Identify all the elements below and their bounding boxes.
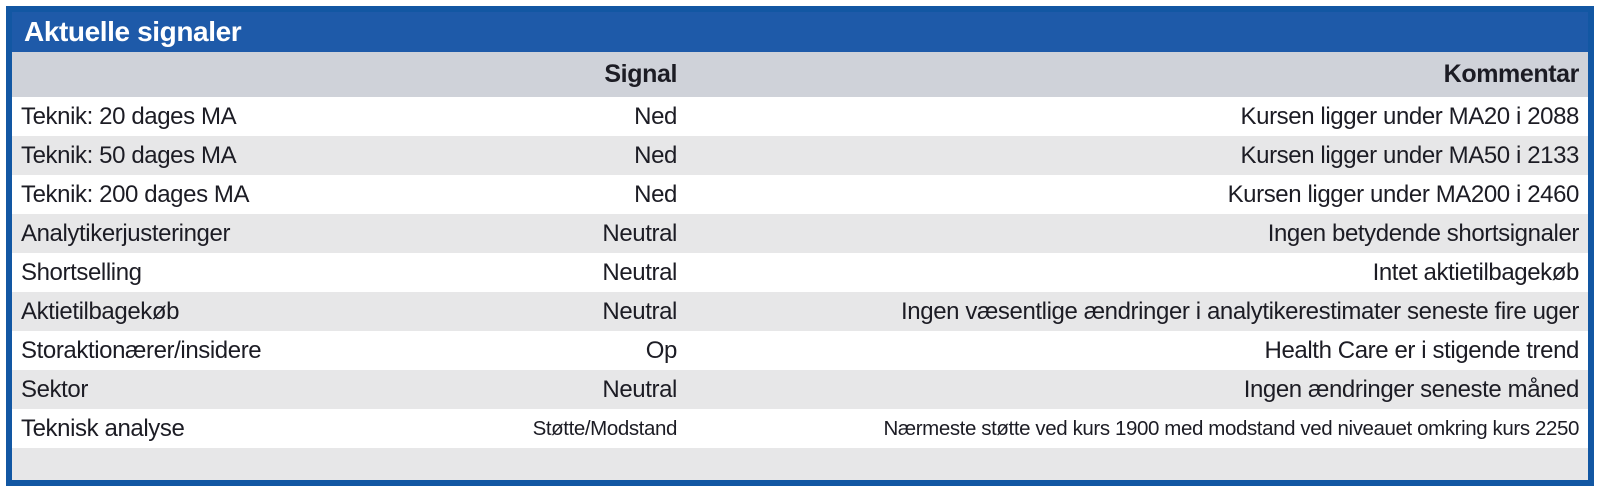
row-label: Teknik: 50 dages MA <box>21 141 237 169</box>
table-header-row: Signal Kommentar <box>12 52 1588 97</box>
row-comment: Ingen ændringer seneste måned <box>1243 375 1580 403</box>
row-signal: Støtte/Modstand <box>532 416 678 440</box>
row-signal: Neutral <box>602 297 677 325</box>
row-signal: Neutral <box>602 219 677 247</box>
header-signal-column: Signal <box>604 60 677 88</box>
row-label: Teknik: 20 dages MA <box>21 102 237 130</box>
table-row: Teknisk analyse Støtte/Modstand Nærmeste… <box>12 409 1588 448</box>
row-comment: Kursen ligger under MA20 i 2088 <box>1240 102 1580 130</box>
panel-title-bar: Aktuelle signaler <box>12 12 1588 52</box>
row-comment: Intet aktietilbagekøb <box>1372 258 1580 286</box>
row-signal: Neutral <box>602 258 677 286</box>
header-comment-column: Kommentar <box>1443 60 1580 88</box>
table-row: Teknik: 20 dages MA Ned Kursen ligger un… <box>12 97 1588 136</box>
table-footer-spacer <box>12 448 1588 480</box>
row-label: Storaktionærer/insidere <box>21 336 262 364</box>
panel-title: Aktuelle signaler <box>24 16 242 47</box>
row-label: Shortselling <box>21 258 142 286</box>
row-comment: Health Care er i stigende trend <box>1264 336 1580 364</box>
row-label: Teknisk analyse <box>21 414 185 442</box>
signals-panel: Aktuelle signaler Signal Kommentar Tekni… <box>6 6 1594 486</box>
row-signal: Neutral <box>602 375 677 403</box>
row-comment: Ingen betydende shortsignaler <box>1267 219 1580 247</box>
table-row: Analytikerjusteringer Neutral Ingen bety… <box>12 214 1588 253</box>
table-row: Teknik: 50 dages MA Ned Kursen ligger un… <box>12 136 1588 175</box>
row-comment: Ingen væsentlige ændringer i analytikere… <box>901 297 1579 325</box>
table-row: Storaktionærer/insidere Op Health Care e… <box>12 331 1588 370</box>
row-comment: Nærmeste støtte ved kurs 1900 med modsta… <box>883 416 1580 440</box>
table-row: Teknik: 200 dages MA Ned Kursen ligger u… <box>12 175 1588 214</box>
row-signal: Ned <box>634 102 677 130</box>
row-signal: Ned <box>634 141 677 169</box>
table-body: Teknik: 20 dages MA Ned Kursen ligger un… <box>12 97 1588 480</box>
table-row: Shortselling Neutral Intet aktietilbagek… <box>12 253 1588 292</box>
row-label: Teknik: 200 dages MA <box>21 180 250 208</box>
table-row: Aktietilbagekøb Neutral Ingen væsentlige… <box>12 292 1588 331</box>
row-label: Aktietilbagekøb <box>21 297 180 325</box>
row-comment: Kursen ligger under MA50 i 2133 <box>1240 141 1580 169</box>
row-signal: Op <box>645 336 678 364</box>
table-row: Sektor Neutral Ingen ændringer seneste m… <box>12 370 1588 409</box>
row-label: Analytikerjusteringer <box>21 219 231 247</box>
row-label: Sektor <box>21 375 88 403</box>
row-comment: Kursen ligger under MA200 i 2460 <box>1227 180 1580 208</box>
row-signal: Ned <box>634 180 677 208</box>
